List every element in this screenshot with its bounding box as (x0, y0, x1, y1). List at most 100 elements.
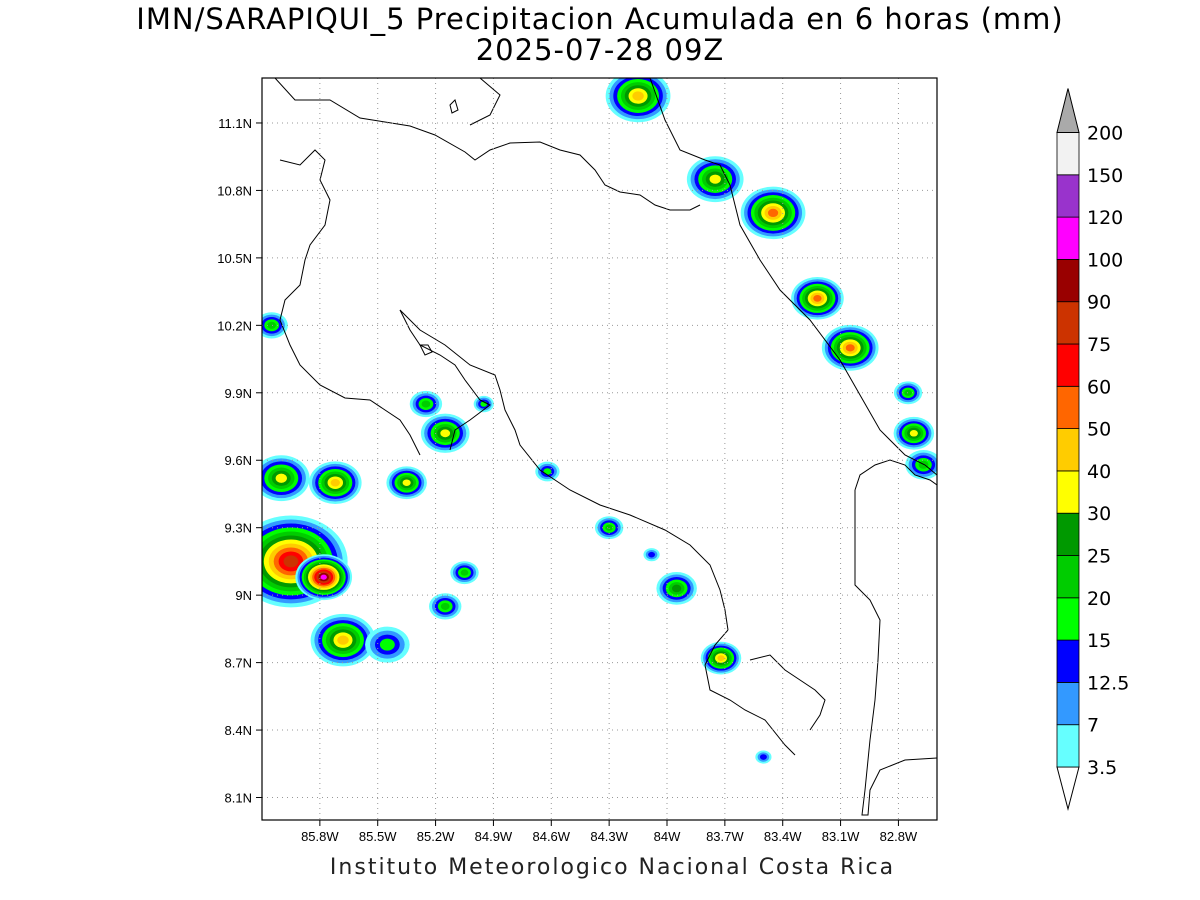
y-tick-label: 10.2N (217, 318, 252, 333)
rain-cell (755, 750, 772, 764)
colorbar-label: 3.5 (1087, 757, 1117, 779)
colorbar-label: 7 (1087, 715, 1099, 737)
rain-cell (686, 156, 744, 203)
x-tick-label: 83.7W (706, 829, 744, 844)
colorbar-segment (1056, 258, 1080, 303)
colorbar-segment (1056, 428, 1080, 472)
rain-cell (656, 572, 697, 605)
x-tick-label: 83.4W (764, 829, 802, 844)
colorbar-label: 90 (1087, 292, 1111, 314)
y-tick-label: 9.9N (225, 386, 252, 401)
rain-contour (421, 400, 431, 408)
x-tick-label: 84.3W (590, 829, 628, 844)
rain-cell (429, 593, 462, 620)
rain-contour (275, 473, 287, 483)
rain-cell (365, 626, 410, 663)
rain-cell (450, 561, 479, 585)
map-title-line1: IMN/SARAPIQUI_5 Precipitacion Acumulada … (136, 2, 1064, 36)
colorbar-segment (1056, 385, 1080, 429)
y-tick-label: 9.3N (225, 521, 252, 536)
x-tick-label: 82.8W (880, 829, 918, 844)
rain-cell (409, 390, 443, 418)
x-tick-label: 85.8W (301, 829, 339, 844)
colorbar-label: 100 (1087, 249, 1123, 271)
y-tick-label: 9.6N (225, 453, 252, 468)
x-tick-label: 84.6W (532, 829, 570, 844)
colorbar-label: 150 (1087, 165, 1123, 187)
lake-nicaragua-east (469, 78, 501, 126)
rain-contour (379, 638, 395, 651)
rain-cell (643, 548, 660, 562)
pacific-coast-south (704, 629, 796, 756)
colorbar-segment (1056, 470, 1080, 514)
colorbar-label: 50 (1087, 419, 1111, 441)
x-axis: 85.8W 85.5W 85.2W 84.9W 84.6W 84.3W 84W 83.7W 83… (301, 820, 918, 844)
colorbar-label: 120 (1087, 207, 1123, 229)
rain-cell (308, 461, 362, 505)
colorbar-segment (1056, 216, 1080, 260)
colorbar-label: 75 (1087, 334, 1111, 356)
colorbar-segment (1056, 512, 1080, 556)
rain-contour (267, 321, 277, 329)
colorbar-segment (1056, 639, 1080, 683)
rain-contour (648, 551, 656, 558)
colorbar-label: 200 (1087, 123, 1123, 145)
rain-contour (904, 389, 912, 396)
colorbar: 3.5 7 12.5 15 20 25 30 40 50 60 75 90 100 120 150 200 (1056, 88, 1129, 811)
rain-cell (295, 554, 353, 601)
rain-cell (386, 466, 427, 500)
coastline-layer (274, 78, 937, 816)
map-title-line2: 2025-07-28 09Z (475, 33, 725, 67)
rain-contour (759, 754, 767, 760)
rain-contour (605, 524, 614, 531)
plot-frame (261, 77, 938, 821)
rain-cell (893, 416, 935, 450)
rain-layer (262, 78, 937, 764)
colorbar-segment (1056, 132, 1080, 176)
grid-layer (262, 78, 937, 820)
rain-contour (543, 468, 552, 475)
rain-contour (440, 429, 451, 438)
panama-border (854, 459, 937, 491)
y-tick-label: 9N (235, 588, 252, 603)
colorbar-label: 15 (1087, 630, 1111, 652)
colorbar-label: 20 (1087, 588, 1111, 610)
rain-contour (813, 294, 822, 302)
rain-contour (440, 602, 450, 610)
rain-contour (709, 174, 721, 184)
colorbar-label: 25 (1087, 546, 1111, 568)
colorbar-label: 30 (1087, 503, 1111, 525)
rain-cell (821, 324, 879, 371)
rain-cell (893, 381, 923, 405)
rain-cell (905, 449, 937, 480)
nicoya-inner (399, 309, 729, 631)
colorbar-lower-arrow (1056, 766, 1080, 811)
rain-cell (535, 461, 560, 482)
ness-bay (419, 344, 433, 356)
colorbar-segment (1056, 555, 1080, 599)
rain-cell (262, 455, 310, 502)
colorbar-segment (1056, 301, 1080, 345)
rain-cell (740, 186, 806, 240)
colorbar-segment (1056, 682, 1080, 726)
x-tick-label: 85.5W (359, 829, 397, 844)
rain-contour (845, 344, 855, 352)
colorbar-upper-arrow (1056, 88, 1080, 133)
rain-contour (671, 584, 682, 593)
y-axis: 11.1N 10.8N 10.5N 10.2N 9.9N 9.6N 9.3N 9N 8.7N 8.… (217, 116, 262, 806)
colorbar-segment (1056, 343, 1080, 387)
pacific-coast-north (279, 149, 421, 456)
caribbean-coast (649, 78, 937, 476)
colorbar-segment (1056, 597, 1080, 641)
colorbar-segment (1056, 724, 1080, 768)
colorbar-label: 60 (1087, 376, 1111, 398)
rain-contour (283, 555, 299, 568)
x-tick-label: 83.1W (822, 829, 860, 844)
rain-cell (700, 641, 742, 675)
pacific-coast-central (399, 309, 491, 451)
y-tick-label: 8.7N (225, 656, 252, 671)
rain-cell (310, 613, 376, 667)
rain-cell (262, 312, 288, 339)
lake-nicaragua-shore (274, 78, 701, 211)
